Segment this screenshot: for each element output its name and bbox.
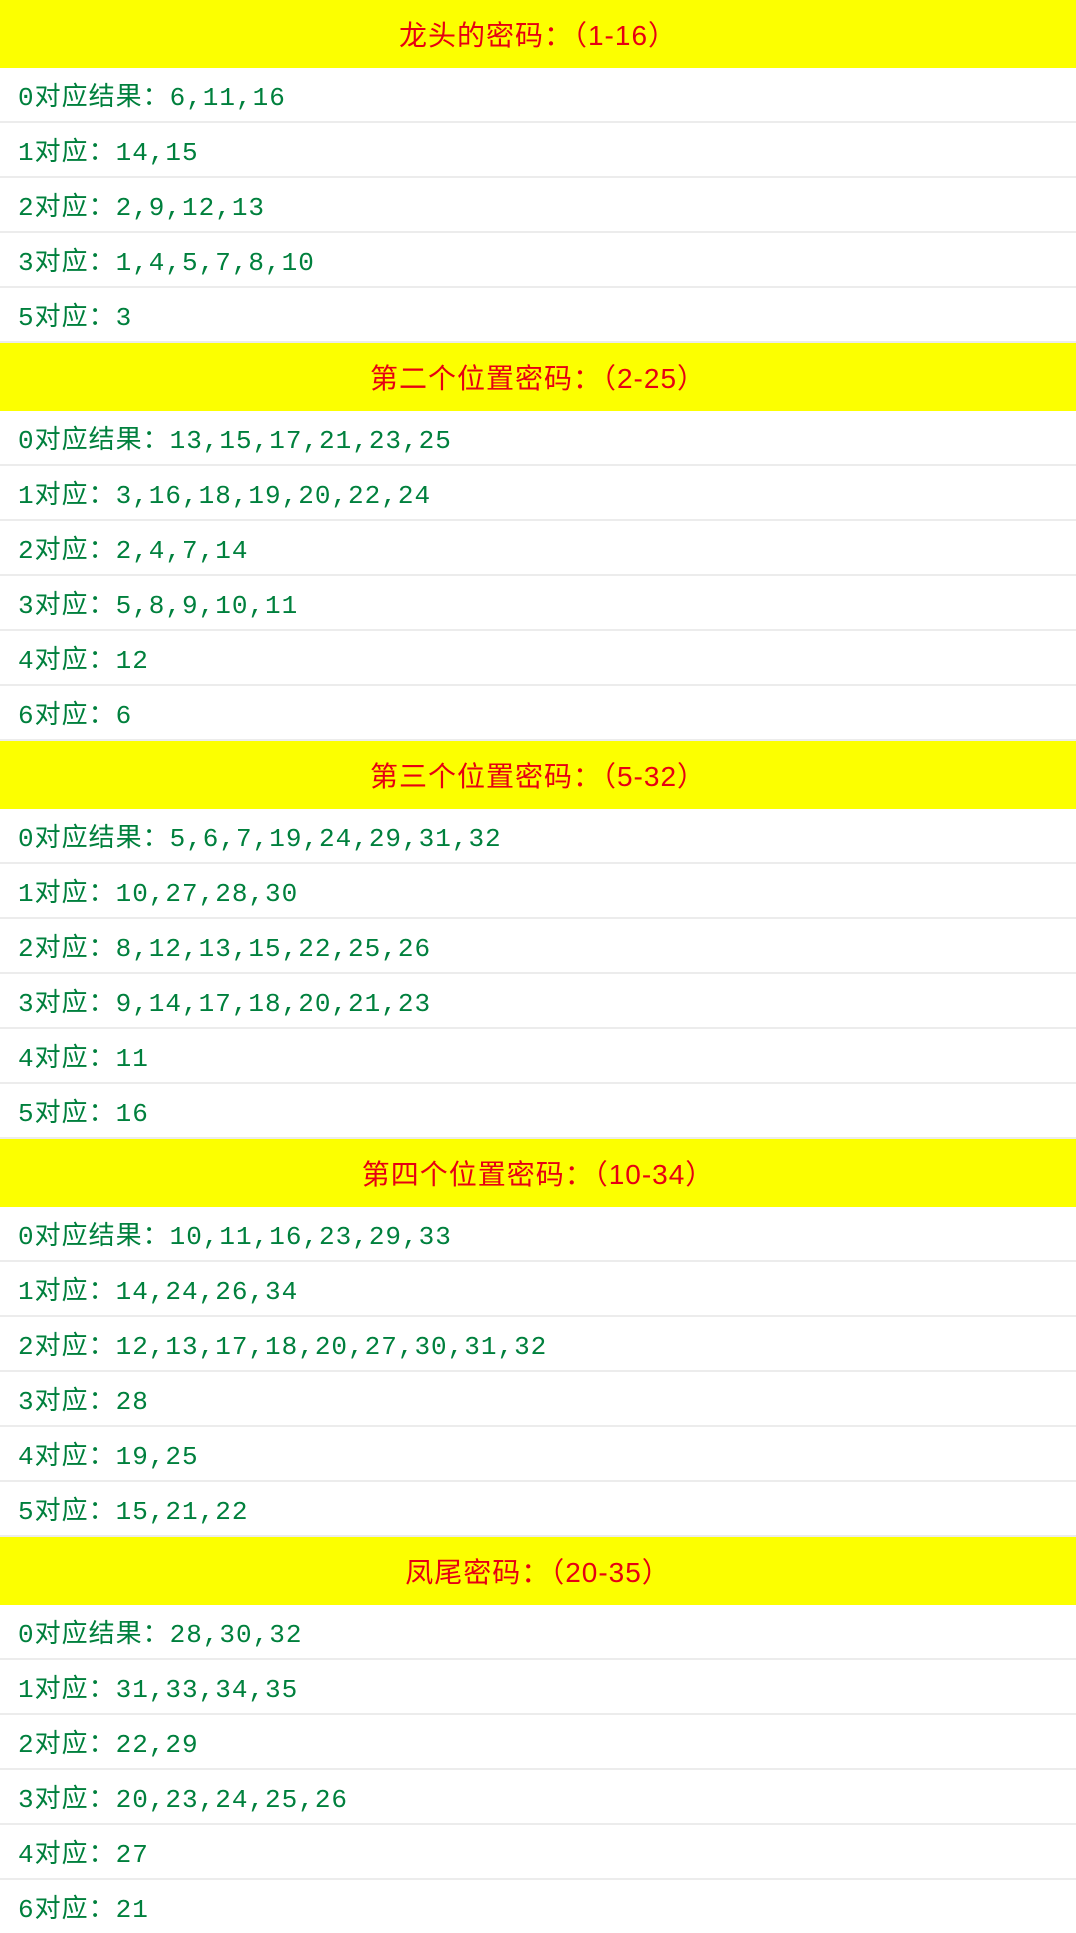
data-row: 6对应：21 <box>0 1880 1076 1933</box>
data-row: 0对应结果：10,11,16,23,29,33 <box>0 1207 1076 1262</box>
section-header-longtou: 龙头的密码：（1-16） <box>0 0 1076 68</box>
data-row: 0对应结果：5,6,7,19,24,29,31,32 <box>0 809 1076 864</box>
data-row: 4对应：27 <box>0 1825 1076 1880</box>
data-row: 3对应：1,4,5,7,8,10 <box>0 233 1076 288</box>
data-row: 5对应：15,21,22 <box>0 1482 1076 1537</box>
data-row: 0对应结果：6,11,16 <box>0 68 1076 123</box>
data-row: 5对应：16 <box>0 1084 1076 1139</box>
password-table-container: 龙头的密码：（1-16） 0对应结果：6,11,16 1对应：14,15 2对应… <box>0 0 1076 1933</box>
section-header-pos4: 第四个位置密码：（10-34） <box>0 1139 1076 1207</box>
data-row: 3对应：5,8,9,10,11 <box>0 576 1076 631</box>
data-row: 0对应结果：28,30,32 <box>0 1605 1076 1660</box>
data-row: 3对应：9,14,17,18,20,21,23 <box>0 974 1076 1029</box>
data-row: 0对应结果：13,15,17,21,23,25 <box>0 411 1076 466</box>
section-header-fengwei: 凤尾密码：（20-35） <box>0 1537 1076 1605</box>
data-row: 1对应：3,16,18,19,20,22,24 <box>0 466 1076 521</box>
data-row: 1对应：14,24,26,34 <box>0 1262 1076 1317</box>
data-row: 2对应：8,12,13,15,22,25,26 <box>0 919 1076 974</box>
data-row: 4对应：19,25 <box>0 1427 1076 1482</box>
data-row: 4对应：11 <box>0 1029 1076 1084</box>
data-row: 6对应：6 <box>0 686 1076 741</box>
data-row: 4对应：12 <box>0 631 1076 686</box>
section-header-pos2: 第二个位置密码：（2-25） <box>0 343 1076 411</box>
data-row: 2对应：12,13,17,18,20,27,30,31,32 <box>0 1317 1076 1372</box>
data-row: 3对应：28 <box>0 1372 1076 1427</box>
data-row: 1对应：14,15 <box>0 123 1076 178</box>
data-row: 5对应：3 <box>0 288 1076 343</box>
data-row: 1对应：31,33,34,35 <box>0 1660 1076 1715</box>
data-row: 1对应：10,27,28,30 <box>0 864 1076 919</box>
data-row: 2对应：2,9,12,13 <box>0 178 1076 233</box>
data-row: 2对应：2,4,7,14 <box>0 521 1076 576</box>
section-header-pos3: 第三个位置密码：（5-32） <box>0 741 1076 809</box>
data-row: 3对应：20,23,24,25,26 <box>0 1770 1076 1825</box>
data-row: 2对应：22,29 <box>0 1715 1076 1770</box>
